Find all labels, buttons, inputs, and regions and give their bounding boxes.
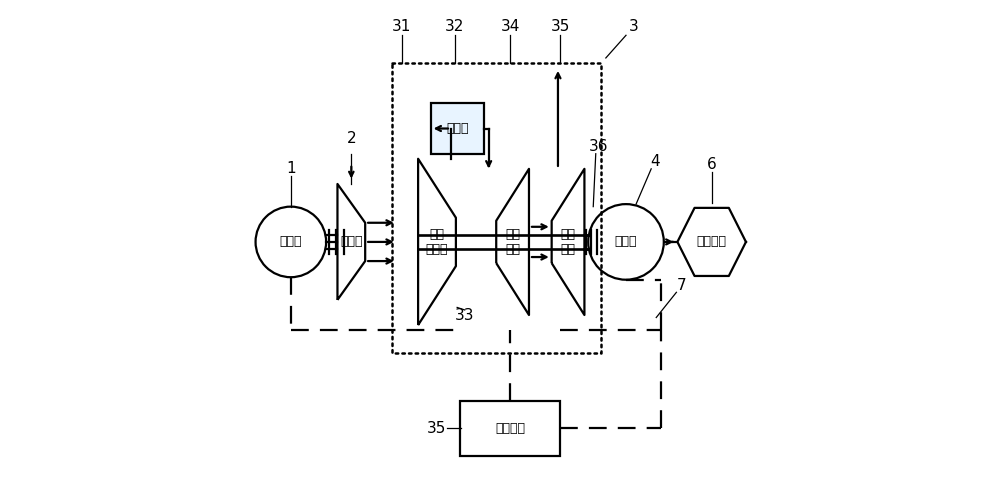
Text: 3: 3 bbox=[629, 19, 638, 34]
Text: 31: 31 bbox=[392, 19, 411, 34]
Text: 4: 4 bbox=[650, 154, 660, 169]
Text: 6: 6 bbox=[707, 157, 717, 172]
Text: 36: 36 bbox=[589, 139, 608, 154]
Text: 用电负载: 用电负载 bbox=[697, 235, 727, 248]
Text: 32: 32 bbox=[445, 19, 464, 34]
Text: 高压
涡轮: 高压 涡轮 bbox=[505, 228, 520, 256]
Text: 电动机: 电动机 bbox=[280, 235, 302, 248]
Text: 1: 1 bbox=[286, 161, 296, 176]
Text: 发电机: 发电机 bbox=[615, 235, 637, 248]
Text: 34: 34 bbox=[500, 19, 520, 34]
Text: 低压
涡轮: 低压 涡轮 bbox=[561, 228, 576, 256]
Text: 压气机: 压气机 bbox=[340, 235, 363, 248]
Bar bbox=[460, 401, 560, 456]
Text: 35: 35 bbox=[551, 19, 570, 34]
Text: 燃烧室: 燃烧室 bbox=[446, 122, 468, 135]
Text: 储能设备: 储能设备 bbox=[495, 422, 525, 435]
Text: 2: 2 bbox=[347, 131, 356, 146]
Text: 7: 7 bbox=[677, 278, 686, 293]
Text: 高压
压气机: 高压 压气机 bbox=[426, 228, 448, 256]
Text: 35: 35 bbox=[427, 421, 447, 436]
Bar bbox=[431, 103, 484, 154]
Text: 33: 33 bbox=[455, 307, 474, 323]
